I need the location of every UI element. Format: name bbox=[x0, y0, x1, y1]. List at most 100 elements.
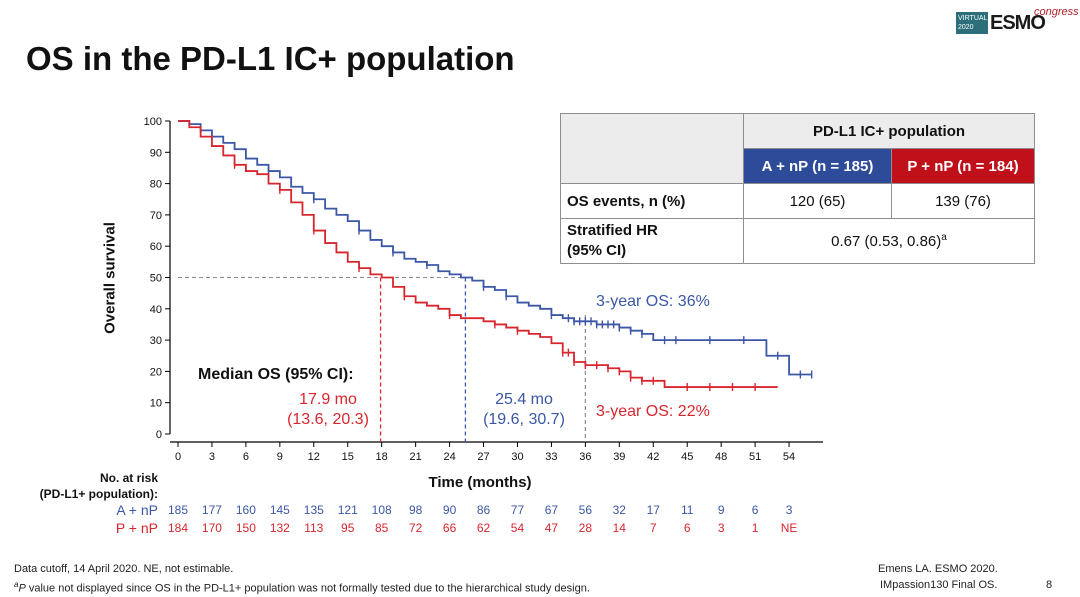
hr-value: 0.67 (0.53, 0.86) bbox=[831, 233, 942, 250]
x-tick-label: 45 bbox=[681, 451, 693, 463]
x-tick-label: 39 bbox=[613, 451, 625, 463]
y-tick-label: 60 bbox=[150, 241, 162, 253]
x-tick-label: 51 bbox=[749, 451, 761, 463]
risk-value: 145 bbox=[269, 503, 290, 517]
footnote-p-value: aP value not displayed since OS in the P… bbox=[14, 577, 590, 597]
x-tick-label: 42 bbox=[647, 451, 659, 463]
footnote-p-text: value not displayed since OS in the PD-L… bbox=[25, 582, 590, 595]
summary-row1-p: 139 (76) bbox=[891, 183, 1035, 219]
risk-value: 72 bbox=[408, 521, 423, 535]
risk-value: NE bbox=[780, 521, 798, 535]
page-number: 8 bbox=[1046, 579, 1053, 591]
x-tick-label: 33 bbox=[545, 451, 557, 463]
risk-value: 9 bbox=[717, 503, 725, 517]
red-median-ci: (13.6, 20.3) bbox=[287, 411, 369, 428]
km-curve-a-np bbox=[178, 120, 812, 376]
reference-line1: Emens LA. ESMO 2020. bbox=[878, 563, 998, 575]
risk-value: 3 bbox=[785, 503, 793, 517]
risk-value: 17 bbox=[646, 503, 660, 517]
red-3yr-annotation: 3-year OS: 22% bbox=[596, 403, 710, 420]
blue-3yr-annotation: 3-year OS: 36% bbox=[596, 293, 710, 310]
risk-value: 54 bbox=[510, 521, 525, 535]
summary-table: PD-L1 IC+ population A + nP (n = 185) P … bbox=[560, 113, 1035, 264]
x-tick-label: 24 bbox=[443, 451, 455, 463]
risk-value: 6 bbox=[683, 521, 691, 535]
risk-value: 121 bbox=[337, 503, 358, 517]
risk-arm-p-label: P + nP bbox=[115, 520, 158, 536]
x-tick-label: 30 bbox=[511, 451, 523, 463]
y-tick-label: 20 bbox=[150, 366, 162, 378]
summary-arm-p: P + nP (n = 184) bbox=[891, 148, 1035, 184]
hr-footnote-mark: a bbox=[941, 232, 947, 243]
risk-value: 77 bbox=[510, 503, 525, 517]
reference-line2: IMpassion130 Final OS. bbox=[880, 579, 998, 591]
risk-label-line1: No. at risk bbox=[99, 471, 158, 485]
logo-line2: 2020 bbox=[958, 24, 974, 31]
x-tick-label: 0 bbox=[175, 451, 181, 463]
risk-value: 95 bbox=[341, 521, 355, 535]
blue-median-annotation: 25.4 mo (19.6, 30.7) bbox=[474, 390, 574, 430]
risk-value: 66 bbox=[442, 521, 457, 535]
risk-value: 1 bbox=[751, 521, 759, 535]
x-tick-label: 48 bbox=[715, 451, 727, 463]
logo-congress: congress bbox=[1034, 6, 1079, 18]
risk-value: 184 bbox=[167, 521, 189, 535]
risk-value: 47 bbox=[544, 521, 559, 535]
risk-value: 132 bbox=[269, 521, 290, 535]
blue-median-value: 25.4 mo bbox=[495, 391, 553, 408]
risk-value: 90 bbox=[442, 503, 457, 517]
page-title: OS in the PD-L1 IC+ population bbox=[26, 40, 515, 77]
risk-value: 160 bbox=[235, 503, 256, 517]
y-tick-label: 40 bbox=[150, 304, 162, 316]
logo-line1: VIRTUAL bbox=[958, 15, 988, 22]
x-axis-label: Time (months) bbox=[428, 474, 532, 491]
x-tick-label: 6 bbox=[243, 451, 249, 463]
risk-value: 32 bbox=[612, 503, 626, 517]
risk-value: 62 bbox=[476, 521, 491, 535]
y-tick-label: 70 bbox=[150, 210, 162, 222]
x-tick-label: 18 bbox=[376, 451, 388, 463]
logo-brand: ESMO bbox=[990, 12, 1046, 34]
x-tick-label: 12 bbox=[308, 451, 320, 463]
x-tick-label: 3 bbox=[209, 451, 215, 463]
y-tick-label: 80 bbox=[150, 179, 162, 191]
y-tick-label: 100 bbox=[144, 116, 162, 128]
y-tick-label: 50 bbox=[150, 273, 162, 285]
risk-arm-a-label: A + nP bbox=[116, 502, 158, 518]
summary-row1-a: 120 (65) bbox=[743, 183, 892, 219]
summary-row2-label: Stratified HR (95% CI) bbox=[560, 218, 744, 264]
x-tick-label: 15 bbox=[342, 451, 354, 463]
summary-arm-a: A + nP (n = 185) bbox=[743, 148, 892, 184]
y-tick-label: 0 bbox=[156, 429, 162, 441]
risk-value: 113 bbox=[304, 521, 324, 535]
risk-label-line2: (PD-L1+ population): bbox=[39, 487, 158, 501]
risk-value: 56 bbox=[578, 503, 593, 517]
footnote-mark: a bbox=[14, 580, 19, 589]
y-axis-label: Overall survival bbox=[101, 222, 119, 334]
x-tick-label: 21 bbox=[410, 451, 422, 463]
x-tick-label: 9 bbox=[277, 451, 283, 463]
risk-value: 177 bbox=[201, 503, 222, 517]
risk-value: 185 bbox=[167, 503, 189, 517]
risk-value: 7 bbox=[649, 521, 657, 535]
footnote-cutoff: Data cutoff, 14 April 2020. NE, not esti… bbox=[14, 563, 234, 575]
x-tick-label: 54 bbox=[783, 451, 795, 463]
footnote-p-italic: P bbox=[18, 582, 26, 595]
risk-value: 67 bbox=[544, 503, 559, 517]
summary-row1-label: OS events, n (%) bbox=[560, 183, 744, 219]
red-median-annotation: 17.9 mo (13.6, 20.3) bbox=[282, 390, 374, 430]
summary-row2-label-line2: (95% CI) bbox=[567, 242, 627, 259]
summary-row2-value: 0.67 (0.53, 0.86)a bbox=[743, 218, 1035, 264]
risk-value: 11 bbox=[680, 503, 694, 517]
y-tick-label: 30 bbox=[150, 335, 162, 347]
logo-virtual-badge: VIRTUAL 2020 bbox=[956, 12, 988, 34]
risk-value: 150 bbox=[235, 521, 256, 535]
risk-value: 108 bbox=[371, 503, 392, 517]
summary-group-header: PD-L1 IC+ population bbox=[743, 113, 1035, 149]
y-tick-label: 10 bbox=[150, 398, 162, 410]
risk-value: 3 bbox=[717, 521, 725, 535]
summary-row2-label-line1: Stratified HR bbox=[567, 222, 658, 239]
red-median-value: 17.9 mo bbox=[299, 391, 357, 408]
y-tick-label: 90 bbox=[150, 147, 162, 159]
